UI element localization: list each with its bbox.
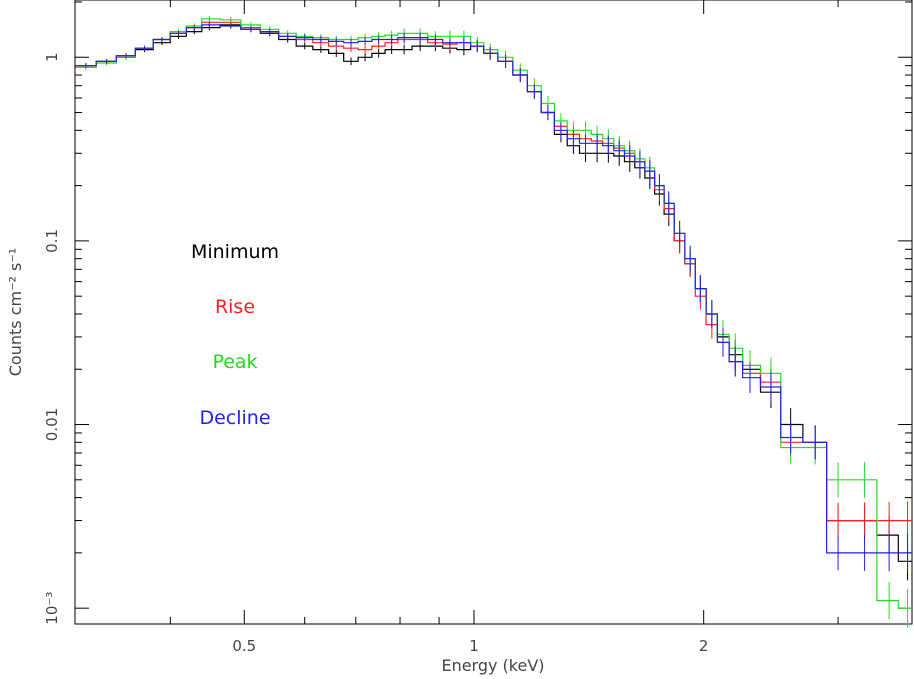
- series-step-line: [75, 24, 912, 554]
- y-tick-label: 0.01: [43, 408, 61, 441]
- series-minimum: [75, 22, 912, 581]
- legend-item-rise: Rise: [215, 296, 255, 318]
- series-group: [75, 16, 912, 628]
- series-step-line: [75, 21, 912, 522]
- x-tick-label: 2: [699, 637, 709, 655]
- series-decline: [75, 22, 912, 573]
- y-tick-label: 1: [43, 52, 61, 62]
- legend-item-decline: Decline: [199, 407, 270, 429]
- axis-ticks: [74, 0, 912, 624]
- legend: Minimum Rise Peak Decline: [191, 241, 279, 429]
- legend-item-minimum: Minimum: [191, 241, 279, 263]
- y-axis-label: Counts cm⁻² s⁻¹: [6, 248, 25, 376]
- x-axis-label: Energy (keV): [441, 656, 544, 675]
- series-rise: [75, 19, 912, 540]
- y-tick-label: 10⁻³: [43, 592, 61, 625]
- series-step-line: [75, 24, 912, 562]
- plot-frame: [74, 0, 913, 625]
- tick-labels: 0.5 1 2 1 0.1 0.01 10⁻³: [43, 52, 708, 655]
- legend-item-peak: Peak: [212, 351, 257, 373]
- y-tick-label: 0.1: [43, 229, 61, 253]
- series-step-line: [75, 18, 912, 609]
- series-peak: [75, 16, 912, 628]
- x-tick-label: 0.5: [232, 637, 256, 655]
- x-tick-label: 1: [469, 637, 479, 655]
